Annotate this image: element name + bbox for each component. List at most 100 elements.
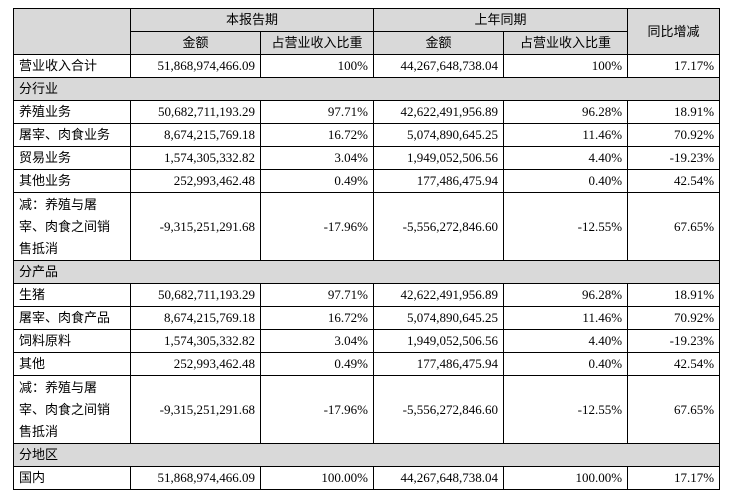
value-cell: 177,486,475.94 [373,352,505,376]
value-cell: 97.71% [259,100,375,124]
table-row: 贸易业务 1,574,305,332.82 3.04% 1,949,052,506.5… [13,146,721,170]
row-label: 生猪 [13,283,131,307]
value-cell: 51,868,974,466.09 [130,466,261,490]
value-cell: 67.65% [627,192,721,261]
table-row: 其他 252,993,462.48 0.49% 177,486,475.94 0.40%… [13,352,721,376]
value-cell: 1,949,052,506.56 [373,146,505,170]
table-row: 分行业 [12,77,721,101]
value-cell: 5,074,890,645.25 [373,306,505,330]
value-cell: 42.54% [627,352,721,376]
table-row: 减：养殖与屠 宰、肉食之间销 售抵消 -9,315,251,291.68 -17.96%… [13,375,721,444]
value-cell: 100.00% [503,466,629,490]
revenue-table: 本报告期 上年同期 同比增减 金额 占营业收入比重 金额 占营业收入比重 营业收… [12,8,721,490]
header-row: 本报告期 上年同期 同比增减 [13,8,721,55]
table-row: 养殖业务 50,682,711,193.29 97.71% 42,622,491,95… [13,100,721,124]
header-cell: 占营业收入比重 [503,31,629,55]
value-cell: 11.46% [503,123,629,147]
row-label: 减：养殖与屠 宰、肉食之间销 售抵消 [13,192,131,261]
label-line: 宰、肉食之间销 [19,401,111,417]
value-cell: 3.04% [259,329,375,353]
value-cell: 50,682,711,193.29 [130,283,261,307]
value-cell: 177,486,475.94 [373,169,505,193]
row-label: 其他业务 [13,169,131,193]
label-line: 减：养殖与屠 [19,379,98,395]
table-row: 分产品 [12,260,721,284]
value-cell: 42.54% [627,169,721,193]
value-cell: 44,267,648,738.04 [373,466,505,490]
row-label: 减：养殖与屠 宰、肉食之间销 售抵消 [13,375,131,444]
label-line: 售抵消 [19,423,59,439]
value-cell: 11.46% [503,306,629,330]
table-row: 生猪 50,682,711,193.29 97.71% 42,622,491,956.… [13,283,721,307]
value-cell: 0.49% [259,169,375,193]
table-row: 国内 51,868,974,466.09 100.00% 44,267,648,738… [13,466,721,490]
table-row: 屠宰、肉食业务 8,674,215,769.18 16.72% 5,074,890,6… [13,123,721,147]
value-cell: 3.04% [259,146,375,170]
value-cell: 0.40% [503,169,629,193]
value-cell: 17.17% [627,466,721,490]
value-cell: -17.96% [259,375,375,444]
value-cell: 96.28% [503,283,629,307]
value-cell: 16.72% [259,306,375,330]
header-row: 金额 占营业收入比重 金额 占营业收入比重 [14,31,720,55]
row-label: 屠宰、肉食业务 [13,123,131,147]
value-cell: -5,556,272,846.60 [373,375,505,444]
value-cell: 1,574,305,332.82 [130,146,261,170]
value-cell: 51,868,974,466.09 [130,54,261,78]
value-cell: 1,949,052,506.56 [373,329,505,353]
value-cell: 100.00% [259,466,375,490]
table-body: 本报告期 上年同期 同比增减 金额 占营业收入比重 金额 占营业收入比重 营业收… [12,8,721,490]
row-label: 其他 [13,352,131,376]
header-cell: 同比增减 [627,8,721,55]
value-cell: 0.40% [503,352,629,376]
value-cell: 8,674,215,769.18 [130,123,261,147]
value-cell: -5,556,272,846.60 [373,192,505,261]
label-line: 售抵消 [19,240,59,256]
value-cell: 252,993,462.48 [130,352,261,376]
header-cell: 金额 [373,31,505,55]
section-cell: 分地区 [12,443,721,467]
value-cell: -12.55% [503,192,629,261]
value-cell: 100% [259,54,375,78]
header-cell: 上年同期 [373,8,629,32]
value-cell: 17.17% [627,54,721,78]
table-row: 分地区 [12,443,721,467]
value-cell: 8,674,215,769.18 [130,306,261,330]
table-row: 其他业务 252,993,462.48 0.49% 177,486,475.94 0.4… [13,169,721,193]
value-cell: 18.91% [627,100,721,124]
row-label: 饲料原料 [13,329,131,353]
table-row: 屠宰、肉食产品 8,674,215,769.18 16.72% 5,074,890,6… [13,306,721,330]
table-row: 饲料原料 1,574,305,332.82 3.04% 1,949,052,506.5… [13,329,721,353]
value-cell: 97.71% [259,283,375,307]
value-cell: 42,622,491,956.89 [373,283,505,307]
row-label: 贸易业务 [13,146,131,170]
value-cell: -9,315,251,291.68 [130,192,261,261]
label-line: 宰、肉食之间销 [19,218,111,234]
value-cell: 100% [503,54,629,78]
value-cell: -17.96% [259,192,375,261]
header-cell: 金额 [130,31,261,55]
value-cell: 4.40% [503,146,629,170]
label-line: 减：养殖与屠 [19,196,98,212]
value-cell: 96.28% [503,100,629,124]
value-cell: 1,574,305,332.82 [130,329,261,353]
value-cell: 70.92% [627,123,721,147]
row-label: 屠宰、肉食产品 [13,306,131,330]
section-cell: 分产品 [12,260,721,284]
value-cell: -9,315,251,291.68 [130,375,261,444]
value-cell: 4.40% [503,329,629,353]
row-label: 营业收入合计 [13,54,131,78]
value-cell: 67.65% [627,375,721,444]
value-cell: 5,074,890,645.25 [373,123,505,147]
value-cell: 252,993,462.48 [130,169,261,193]
value-cell: -19.23% [627,329,721,353]
value-cell: 18.91% [627,283,721,307]
header-cell: 本报告期 [129,8,375,32]
row-label: 国内 [13,466,131,490]
table-row: 营业收入合计 51,868,974,466.09 100% 44,267,648,73… [13,54,721,78]
value-cell: 16.72% [259,123,375,147]
value-cell: 0.49% [259,352,375,376]
header-cell: 占营业收入比重 [259,31,375,55]
row-label: 养殖业务 [13,100,131,124]
